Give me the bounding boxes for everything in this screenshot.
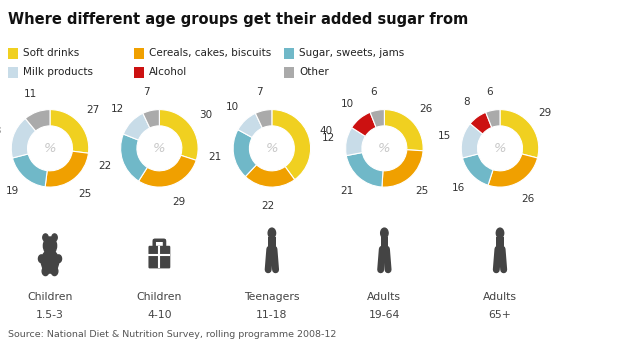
- Wedge shape: [346, 152, 383, 187]
- Text: Where different age groups get their added sugar from: Where different age groups get their add…: [8, 12, 468, 27]
- Wedge shape: [45, 151, 89, 187]
- Text: 25: 25: [79, 189, 92, 199]
- Text: Alcohol: Alcohol: [149, 68, 188, 77]
- Text: 30: 30: [199, 110, 212, 120]
- Text: 8: 8: [463, 97, 469, 107]
- Text: Adults: Adults: [483, 292, 517, 302]
- Wedge shape: [139, 155, 196, 187]
- Text: 10: 10: [226, 101, 239, 111]
- Wedge shape: [384, 110, 423, 151]
- Text: Other: Other: [299, 68, 329, 77]
- Circle shape: [52, 234, 58, 241]
- Text: Adults: Adults: [368, 292, 401, 302]
- FancyBboxPatch shape: [149, 246, 170, 268]
- Wedge shape: [500, 110, 539, 158]
- Text: 16: 16: [452, 183, 465, 193]
- Text: Sugar, sweets, jams: Sugar, sweets, jams: [299, 49, 404, 58]
- Text: 25: 25: [416, 186, 429, 196]
- Text: Soft drinks: Soft drinks: [23, 49, 79, 58]
- Wedge shape: [470, 112, 492, 134]
- Wedge shape: [123, 113, 150, 140]
- Wedge shape: [370, 110, 384, 127]
- Text: 7: 7: [144, 87, 150, 97]
- Text: 19-64: 19-64: [369, 310, 400, 321]
- Text: %: %: [266, 142, 278, 155]
- Text: Teenagers: Teenagers: [244, 292, 299, 302]
- FancyBboxPatch shape: [268, 237, 276, 249]
- Text: 1.5-3: 1.5-3: [36, 310, 64, 321]
- Wedge shape: [462, 154, 493, 185]
- Wedge shape: [50, 110, 89, 153]
- Text: 65+: 65+: [489, 310, 511, 321]
- Text: Source: National Diet & Nutrition Survey, rolling programme 2008-12: Source: National Diet & Nutrition Survey…: [8, 330, 336, 339]
- Text: %: %: [153, 142, 166, 155]
- Text: 26: 26: [521, 194, 534, 204]
- Wedge shape: [461, 124, 482, 158]
- Circle shape: [51, 267, 58, 276]
- Circle shape: [268, 228, 276, 238]
- Text: 6: 6: [371, 87, 377, 97]
- Circle shape: [56, 255, 61, 263]
- Wedge shape: [382, 150, 423, 187]
- Wedge shape: [11, 118, 36, 158]
- Text: 29: 29: [539, 108, 552, 118]
- Text: 4-10: 4-10: [147, 310, 172, 321]
- Text: Milk products: Milk products: [23, 68, 93, 77]
- Text: 11-18: 11-18: [256, 310, 288, 321]
- Text: 10: 10: [341, 99, 354, 109]
- Text: 26: 26: [419, 104, 432, 114]
- Wedge shape: [272, 110, 311, 180]
- Circle shape: [42, 267, 49, 276]
- Circle shape: [42, 234, 48, 241]
- Wedge shape: [488, 154, 538, 187]
- Text: 22: 22: [262, 200, 275, 210]
- Wedge shape: [238, 113, 262, 138]
- Text: 19: 19: [6, 186, 19, 196]
- Wedge shape: [346, 128, 366, 156]
- Text: 21: 21: [209, 152, 222, 162]
- Circle shape: [381, 228, 388, 238]
- Text: Cereals, cakes, biscuits: Cereals, cakes, biscuits: [149, 49, 272, 58]
- Circle shape: [496, 228, 504, 238]
- Wedge shape: [159, 110, 198, 160]
- FancyBboxPatch shape: [381, 237, 388, 249]
- Text: 11: 11: [24, 89, 38, 99]
- Text: 12: 12: [321, 132, 334, 142]
- Circle shape: [39, 255, 44, 263]
- FancyBboxPatch shape: [496, 237, 504, 249]
- Wedge shape: [352, 112, 376, 136]
- Text: 27: 27: [86, 106, 99, 116]
- Circle shape: [43, 237, 57, 255]
- Text: Children: Children: [137, 292, 182, 302]
- Text: 21: 21: [340, 186, 353, 196]
- Wedge shape: [246, 165, 294, 187]
- Wedge shape: [143, 110, 159, 128]
- Wedge shape: [25, 110, 50, 131]
- Text: Children: Children: [28, 292, 72, 302]
- Text: %: %: [378, 142, 391, 155]
- Wedge shape: [233, 130, 256, 177]
- Text: 6: 6: [486, 87, 492, 97]
- Text: %: %: [44, 142, 56, 155]
- Wedge shape: [121, 134, 148, 181]
- Wedge shape: [256, 110, 272, 128]
- Circle shape: [41, 250, 59, 273]
- Wedge shape: [486, 110, 500, 127]
- Text: 29: 29: [172, 197, 186, 207]
- Text: 15: 15: [438, 131, 451, 141]
- Text: 18: 18: [0, 126, 2, 136]
- Text: 22: 22: [98, 161, 111, 171]
- Text: 40: 40: [320, 126, 333, 136]
- Text: 12: 12: [111, 104, 124, 114]
- Wedge shape: [12, 154, 47, 187]
- Text: %: %: [494, 142, 506, 155]
- Text: 7: 7: [256, 87, 262, 97]
